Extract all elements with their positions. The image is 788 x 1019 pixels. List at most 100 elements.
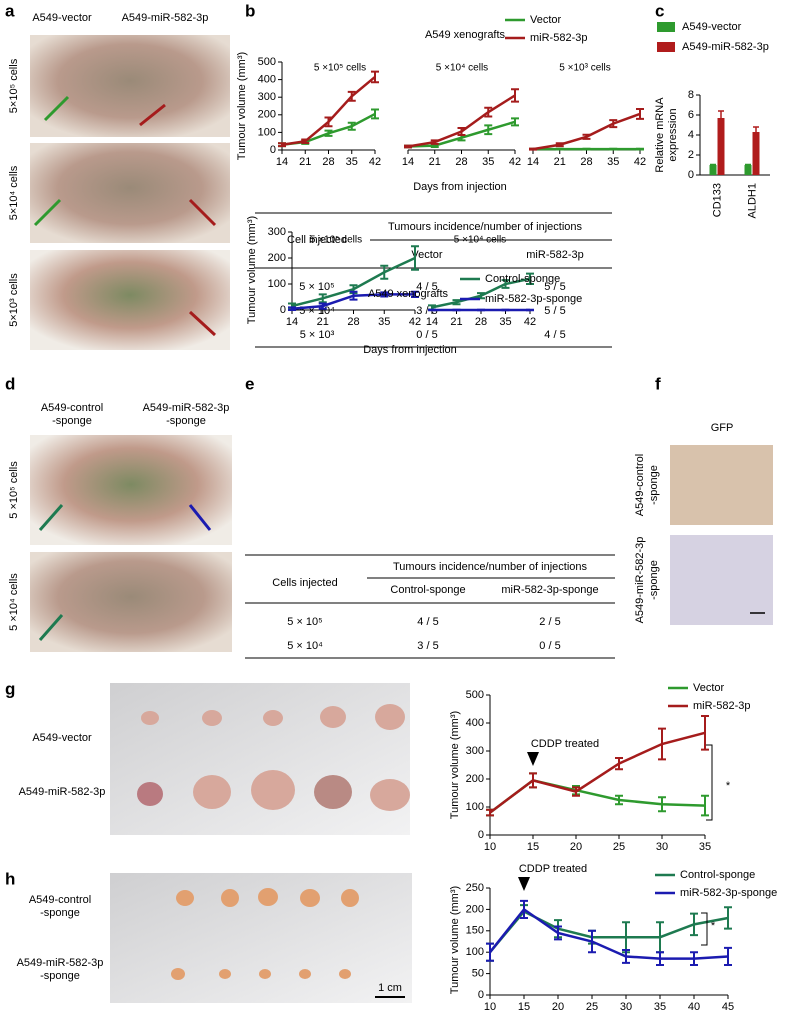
panel-letter: d	[5, 374, 15, 393]
error-bar	[745, 163, 751, 166]
x-tick-label: 30	[656, 841, 668, 853]
legend-label: miR-582-3p-sponge	[485, 293, 582, 305]
panel-letter: f	[655, 374, 661, 393]
series-line	[407, 120, 516, 148]
y-axis-label: expression	[667, 108, 679, 161]
table-cell: 0 / 5	[539, 640, 560, 652]
photo-row-label: A549-miR-582-3p	[19, 786, 106, 798]
panel-letter: g	[5, 679, 15, 698]
error-bar	[753, 126, 759, 132]
photo-title: GFP	[711, 422, 734, 434]
group-label: 5 ×10⁴ cells	[454, 235, 506, 246]
chart-title: A549 xenografts	[368, 288, 449, 300]
panel-letter: c	[655, 1, 664, 20]
chart-title: A549 xenografts	[425, 29, 506, 41]
arrows	[33, 95, 217, 641]
bracket	[706, 744, 713, 821]
table-cell: 5 × 10⁴	[287, 640, 323, 652]
table-cell: 4 / 5	[544, 329, 565, 341]
x-tick-label: 35	[482, 156, 494, 168]
photo	[30, 435, 232, 545]
photo-row-label: -sponge	[40, 907, 80, 919]
y-tick-label: 200	[466, 773, 484, 785]
x-tick-label: 42	[369, 156, 381, 168]
photo	[670, 445, 773, 525]
y-tick-label: 200	[258, 109, 276, 121]
annotation: *	[726, 780, 731, 792]
x-tick-label: 40	[688, 1001, 700, 1013]
group-label: 5 ×10³ cells	[559, 63, 610, 74]
y-tick-label: 400	[258, 74, 276, 86]
bracket	[701, 912, 708, 946]
x-tick-label: 42	[509, 156, 521, 168]
x-tick-label: 45	[722, 1001, 734, 1013]
arrow	[527, 752, 539, 766]
group-label: 5 ×10⁵ cells	[314, 63, 366, 74]
x-tick-label: 25	[586, 1001, 598, 1013]
y-tick-label: 200	[268, 252, 286, 264]
photo	[30, 552, 232, 652]
photo	[110, 683, 410, 835]
group-label: 5 ×10⁴ cells	[436, 63, 488, 74]
error-bar	[710, 163, 716, 166]
legend-label: Vector	[530, 14, 562, 26]
y-tick-label: 100	[258, 126, 276, 138]
x-tick-label: 14	[276, 156, 288, 168]
series-line	[489, 731, 706, 814]
bar	[717, 118, 725, 175]
table-cell: 5 / 5	[544, 281, 565, 293]
photo-row-label: 5 ×10⁵ cells	[8, 461, 20, 519]
y-tick-label: 0	[478, 989, 484, 1001]
x-tick-label: 28	[347, 316, 359, 328]
x-axis-label: Days from injection	[413, 181, 507, 193]
panel-letter: e	[245, 374, 254, 393]
photo-row-label: 5×10⁴ cells	[8, 165, 20, 220]
legend-label: miR-582-3p-sponge	[680, 887, 777, 899]
legend-label: miR-582-3p	[693, 700, 750, 712]
x-tick-label: 30	[620, 1001, 632, 1013]
x-tick-label: 14	[527, 156, 539, 168]
table-cell: 0 / 5	[416, 329, 437, 341]
x-tick-label: ALDH1	[746, 183, 758, 218]
y-tick-label: 100	[268, 278, 286, 290]
panel-letter: b	[245, 1, 255, 20]
table-header: Cell injected	[287, 234, 347, 246]
bar	[752, 132, 760, 175]
y-axis-label: Tumour volume (mm³)	[246, 216, 258, 324]
x-tick-label: 14	[426, 316, 438, 328]
x-tick-label: 28	[322, 156, 334, 168]
x-tick-label: 35	[607, 156, 619, 168]
x-tick-label: 10	[484, 1001, 496, 1013]
table-header: Tumours incidence/number of injections	[393, 561, 588, 573]
x-tick-label: 42	[409, 316, 421, 328]
scale-label: 1 cm	[378, 982, 402, 994]
annotation: *	[711, 920, 716, 932]
photo-row-label: 5×10³ cells	[8, 273, 20, 327]
y-tick-label: 8	[688, 89, 694, 101]
photo-row-label: -sponge	[648, 465, 660, 505]
error-bar	[718, 110, 724, 118]
x-tick-label: 21	[450, 316, 462, 328]
x-tick-label: 15	[527, 841, 539, 853]
photo-column-label: -sponge	[52, 415, 92, 427]
table-cell: 3 / 5	[417, 640, 438, 652]
x-tick-label: 28	[475, 316, 487, 328]
y-tick-label: 300	[258, 91, 276, 103]
y-axis-label: Relative mRNA	[654, 97, 666, 173]
y-axis-label: Tumour volume (mm³)	[449, 886, 461, 994]
photo-row-label: A549-miR-582-3p	[17, 957, 104, 969]
photo-row-label: 5 ×10⁴ cells	[8, 573, 20, 631]
y-tick-label: 250	[466, 882, 484, 894]
photo	[30, 143, 230, 243]
y-tick-label: 50	[472, 968, 484, 980]
series-line	[489, 907, 729, 960]
photo-column-label: A549-control	[41, 402, 103, 414]
x-axis-label: Days from injection	[363, 344, 457, 356]
x-tick-label: 20	[570, 841, 582, 853]
panel-letter: h	[5, 869, 15, 888]
table-header: Tumours incidence/number of injections	[388, 221, 583, 233]
photo-column-label: A549-vector	[32, 12, 92, 24]
table-cell: 5 / 5	[544, 305, 565, 317]
y-axis-label: Tumour volume (mm³)	[449, 711, 461, 819]
